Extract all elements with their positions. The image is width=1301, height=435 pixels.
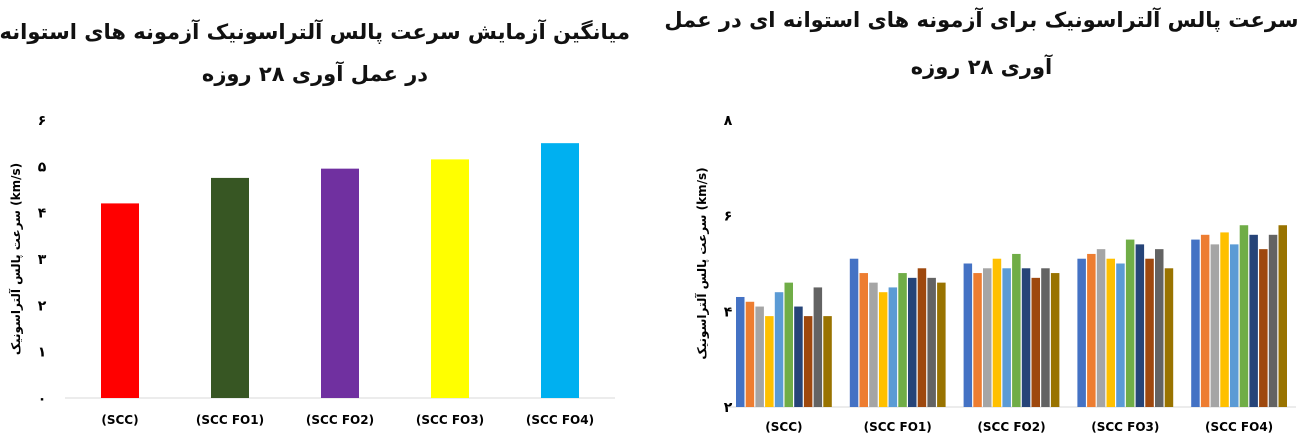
chart-plot-area: ۰ ۱ ۲ ۳ ۴ ۵ ۶ (SCC) (SCC FO1) (SCC FO2) (SCC FO3) (… (8, 113, 615, 427)
x-tick-label: (SCC) (101, 413, 138, 427)
x-tick-label: (SCC FO1) (864, 420, 932, 434)
y-tick-label: ۶ (724, 209, 733, 225)
bar (431, 159, 469, 398)
x-tick-label: (SCC FO4) (526, 413, 594, 427)
bar (1220, 232, 1229, 407)
bar (765, 316, 774, 407)
bar (937, 282, 946, 407)
bar (1239, 225, 1249, 407)
y-tick-label: ۱ (38, 345, 47, 361)
bar (1135, 244, 1145, 407)
y-tick-label: ۵ (38, 159, 47, 175)
bar (736, 296, 745, 407)
x-tick-label: (SCC) (765, 420, 802, 434)
chart-upv-per-specimen: سرعت پالس آلتراسونیک برای آزمونه های است… (662, 0, 1301, 435)
chart-title-line2: در عمل آوری ۲۸ روزه (201, 62, 429, 86)
y-axis-label: سرعت پالس آلتراسونیک (km/s) (8, 163, 24, 355)
bar (803, 316, 813, 407)
x-tick-label: (SCC FO2) (306, 413, 374, 427)
bar (1041, 268, 1050, 407)
bar (927, 277, 936, 407)
bar (1200, 234, 1210, 407)
x-tick-label: (SCC FO2) (977, 420, 1045, 434)
bar (869, 282, 878, 407)
bar (1210, 244, 1220, 407)
x-tick-label: (SCC FO3) (416, 413, 484, 427)
chart-plot-area: ۲ ۴ ۶ ۸ (SCC) (SCC FO1) (SCC FO2) (SCC FO3) (SCC… (694, 113, 1296, 434)
x-tick-label: (SCC FO3) (1091, 420, 1159, 434)
bar (1145, 258, 1154, 407)
bar (849, 258, 859, 407)
bar (1077, 258, 1086, 407)
y-axis-label: سرعت پالس آلتراسونیک (km/s) (694, 167, 710, 359)
bar (755, 306, 764, 407)
y-tick-label: ۲ (724, 400, 733, 416)
bar (1116, 263, 1125, 407)
bar (1021, 268, 1031, 407)
bar (774, 292, 784, 407)
chart-title-line2: آوری ۲۸ روزه (910, 55, 1053, 79)
bar (1096, 249, 1106, 407)
bar (1031, 277, 1040, 407)
chart-title-line1: سرعت پالس آلتراسونیک برای آزمونه های است… (664, 8, 1299, 32)
chart-title-line1: میانگین آزمایش سرعت پالس آلتراسونیک آزمو… (0, 20, 630, 44)
bar (101, 203, 139, 398)
y-tick-label: ۳ (38, 252, 47, 268)
x-tick-label: (SCC FO4) (1205, 420, 1273, 434)
bar (1230, 244, 1239, 407)
bar (1087, 253, 1096, 407)
bar (1278, 225, 1287, 407)
x-tick-label: (SCC FO1) (196, 413, 264, 427)
bar (983, 268, 992, 407)
bar (1106, 258, 1115, 407)
bar (1249, 234, 1258, 407)
bar (1125, 239, 1135, 407)
y-tick-label: ۴ (38, 206, 47, 222)
y-tick-label: ۶ (38, 113, 47, 129)
y-tick-label: ۸ (724, 113, 733, 129)
bar (1050, 273, 1060, 407)
bar (211, 177, 249, 398)
bar (1259, 249, 1268, 407)
bar (1268, 234, 1278, 407)
bar (878, 292, 888, 407)
y-tick-label: ۲ (38, 298, 47, 314)
bar (1191, 239, 1200, 407)
bar (908, 277, 917, 407)
bar (859, 273, 868, 407)
bar (1164, 268, 1174, 407)
bar (1002, 268, 1011, 407)
bar (917, 268, 927, 407)
bar (794, 306, 803, 407)
bar (784, 282, 793, 407)
bar (1012, 253, 1021, 407)
bar (963, 263, 973, 407)
bar (745, 301, 755, 407)
bar (973, 273, 982, 407)
bar (541, 143, 579, 398)
bar (1155, 249, 1164, 407)
y-tick-label: ۰ (38, 391, 47, 407)
bar (888, 287, 898, 407)
bar (321, 168, 359, 398)
chart-average-upv: میانگین آزمایش سرعت پالس آلتراسونیک آزمو… (0, 0, 630, 435)
bar (992, 258, 1002, 407)
bar (823, 316, 832, 407)
y-tick-label: ۴ (724, 304, 733, 320)
bar (813, 287, 823, 407)
bar (898, 273, 907, 407)
